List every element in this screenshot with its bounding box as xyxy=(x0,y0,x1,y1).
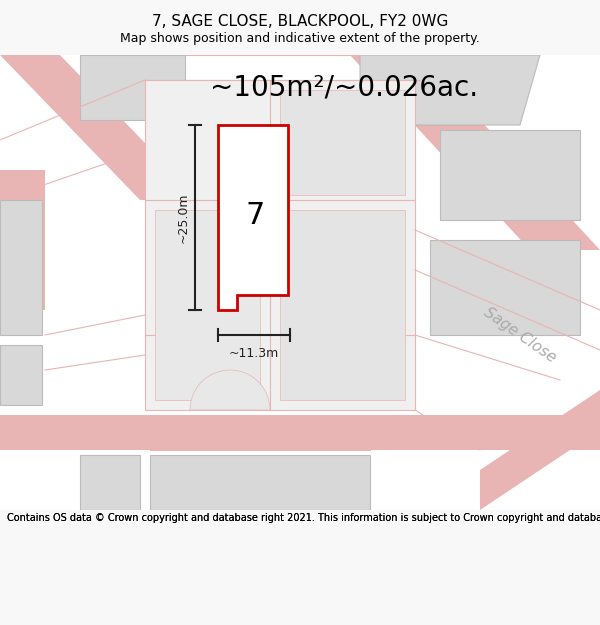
Polygon shape xyxy=(150,455,370,510)
Polygon shape xyxy=(218,125,288,310)
Polygon shape xyxy=(0,200,42,335)
Text: Sage Close: Sage Close xyxy=(481,304,559,366)
Polygon shape xyxy=(0,345,42,405)
Polygon shape xyxy=(430,240,580,335)
Text: Contains OS data © Crown copyright and database right 2021. This information is : Contains OS data © Crown copyright and d… xyxy=(7,514,600,524)
Text: ~25.0m: ~25.0m xyxy=(176,192,190,242)
Polygon shape xyxy=(480,390,600,510)
Polygon shape xyxy=(350,55,600,250)
Polygon shape xyxy=(145,80,415,410)
Text: Map shows position and indicative extent of the property.: Map shows position and indicative extent… xyxy=(120,32,480,45)
Polygon shape xyxy=(360,55,540,125)
Polygon shape xyxy=(80,455,140,510)
Polygon shape xyxy=(190,370,270,410)
Text: 7, SAGE CLOSE, BLACKPOOL, FY2 0WG: 7, SAGE CLOSE, BLACKPOOL, FY2 0WG xyxy=(152,14,448,29)
Polygon shape xyxy=(440,130,580,220)
Text: 7: 7 xyxy=(245,201,265,229)
Polygon shape xyxy=(0,170,45,310)
Polygon shape xyxy=(280,90,405,195)
Polygon shape xyxy=(155,210,260,400)
Text: Contains OS data © Crown copyright and database right 2021. This information is : Contains OS data © Crown copyright and d… xyxy=(7,514,600,524)
Text: ~11.3m: ~11.3m xyxy=(229,347,279,360)
Polygon shape xyxy=(80,55,185,120)
Polygon shape xyxy=(0,415,600,450)
Polygon shape xyxy=(0,55,200,200)
Polygon shape xyxy=(0,55,600,510)
Polygon shape xyxy=(280,210,405,400)
Text: ~105m²/~0.026ac.: ~105m²/~0.026ac. xyxy=(210,74,478,102)
